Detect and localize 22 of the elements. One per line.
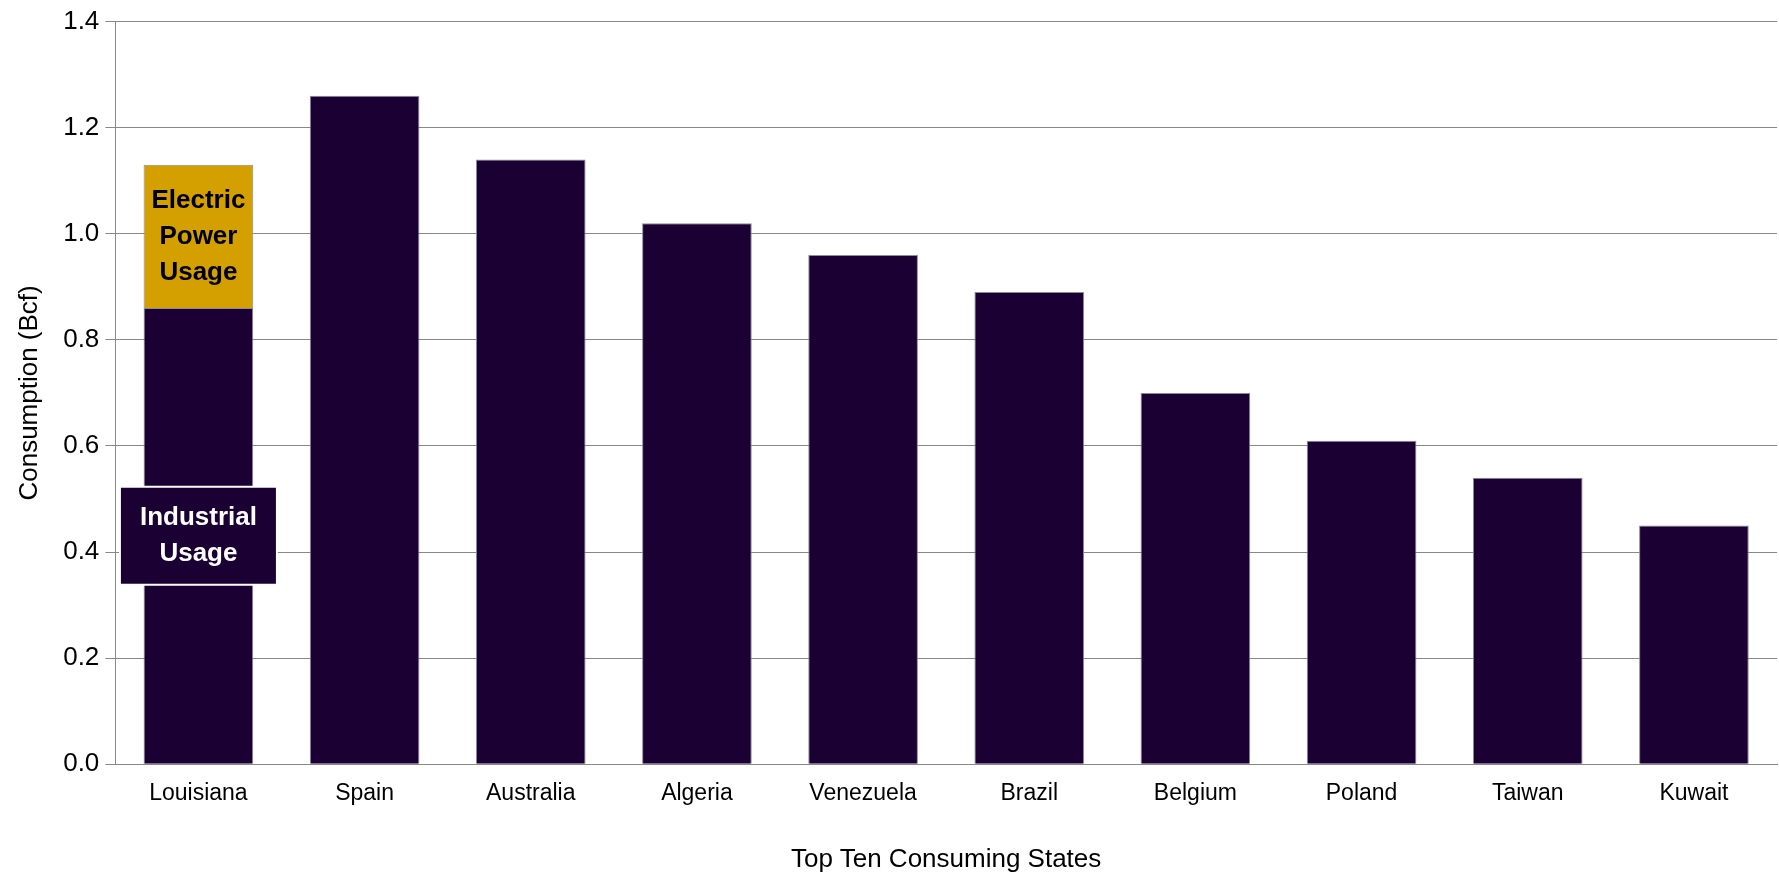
x-tick-label: Algeria xyxy=(661,779,733,806)
x-tick-label: Belgium xyxy=(1153,779,1237,806)
x-axis-title: Top Ten Consuming States xyxy=(791,842,1102,873)
x-tick-label: Louisiana xyxy=(149,779,248,806)
x-tick-label: Poland xyxy=(1325,779,1398,806)
y-tick-label: 0.2 xyxy=(63,641,100,672)
x-tick-label: Spain xyxy=(335,779,395,806)
y-tick-label: 1.0 xyxy=(63,216,100,247)
x-tick-label: Taiwan xyxy=(1491,779,1564,806)
x-tick-label: Brazil xyxy=(1000,779,1059,806)
x-tick-label: Australia xyxy=(486,779,576,806)
y-tick-label: 1.2 xyxy=(63,110,100,141)
y-tick-label: 1.4 xyxy=(63,4,100,35)
y-tick-label: 0.8 xyxy=(63,323,100,354)
y-tick-label: 0.0 xyxy=(63,747,100,778)
y-axis-title: Consumption (Bcf) xyxy=(12,285,43,501)
y-tick-label: 0.4 xyxy=(63,535,100,566)
series-label: Industrial Usage xyxy=(139,501,257,568)
series-label: Electric Power Usage xyxy=(151,183,246,286)
x-tick-label: Kuwait xyxy=(1659,779,1730,806)
y-tick-label: 0.6 xyxy=(63,429,100,460)
x-tick-label: Venezuela xyxy=(809,779,918,806)
